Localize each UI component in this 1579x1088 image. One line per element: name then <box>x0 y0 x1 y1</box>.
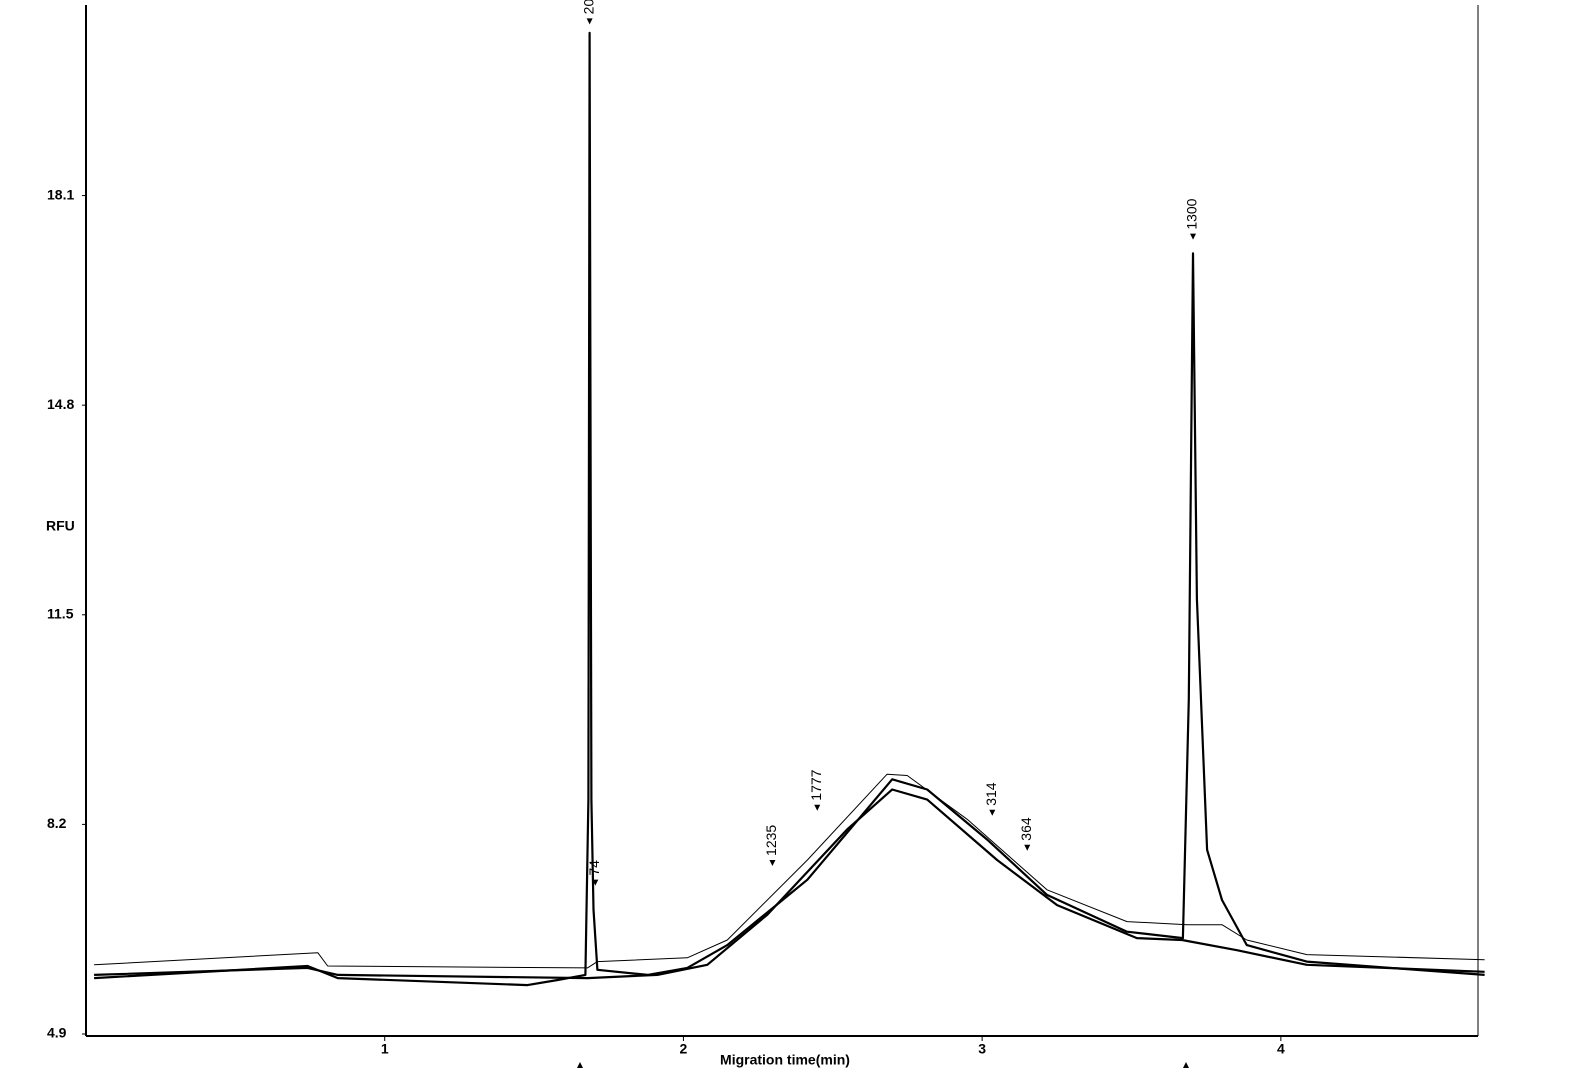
y-tick-label: 11.5 <box>47 605 74 621</box>
peak-label: 74 <box>586 860 602 876</box>
y-axis-label: RFU <box>46 518 75 534</box>
peak-marker <box>769 859 776 866</box>
x-tick-label: 2 <box>680 1041 688 1057</box>
peak-marker <box>592 879 599 886</box>
peak-label: 1235 <box>763 825 779 856</box>
trace <box>94 31 1485 987</box>
peak-label: 20 <box>580 0 596 14</box>
trace <box>94 788 1485 980</box>
x-tick-label: 4 <box>1277 1041 1285 1057</box>
peak-label: 1300 <box>1184 198 1200 229</box>
peak-marker <box>1024 844 1031 851</box>
marker <box>1183 1062 1189 1068</box>
trace <box>94 773 1485 969</box>
peak-marker <box>814 804 821 811</box>
peak-marker <box>989 809 996 816</box>
peak-label: 1777 <box>808 769 824 800</box>
x-tick-label: 3 <box>978 1041 986 1057</box>
y-tick-label: 4.9 <box>47 1025 67 1041</box>
y-tick-label: 8.2 <box>47 815 67 831</box>
peak-label: 314 <box>983 782 999 806</box>
y-tick-label: 18.1 <box>47 186 74 202</box>
x-axis-label: Migration time(min) <box>720 1052 850 1068</box>
peak-label: 364 <box>1018 817 1034 841</box>
peak-marker <box>586 18 593 25</box>
marker <box>577 1062 583 1068</box>
x-tick-label: 1 <box>381 1041 389 1057</box>
y-tick-label: 14.8 <box>47 396 74 412</box>
peak-marker <box>1190 233 1197 240</box>
